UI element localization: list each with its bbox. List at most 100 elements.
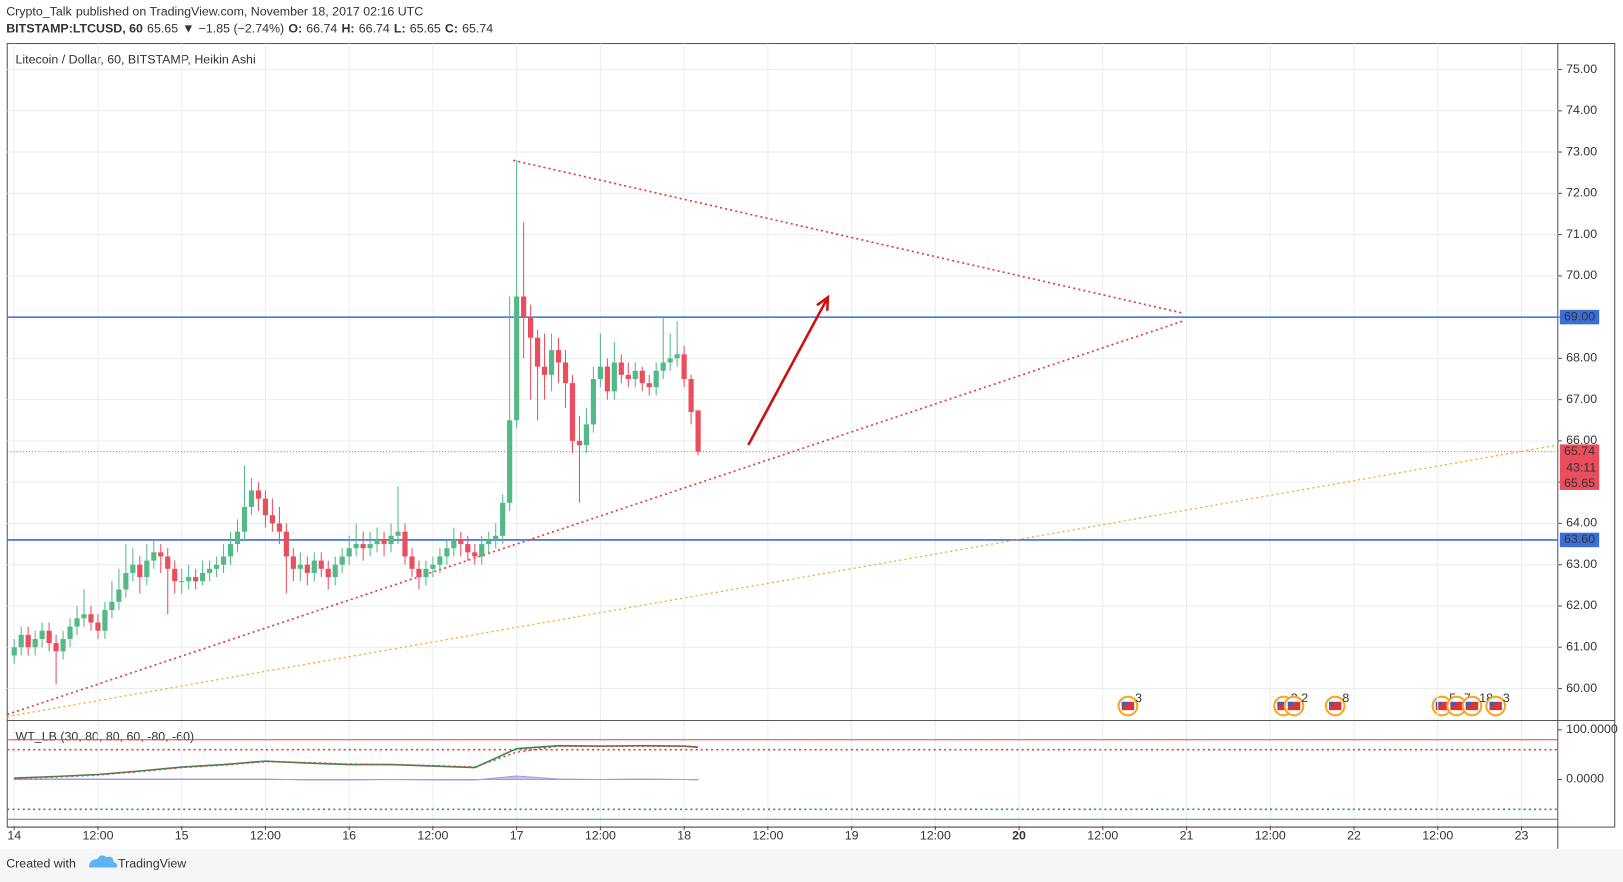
flag-count: 3: [1135, 691, 1142, 705]
candle-body: [186, 577, 192, 582]
candle-body: [290, 556, 296, 569]
x-tick-label: 16: [342, 829, 356, 843]
candle-body: [255, 490, 262, 499]
x-tick-label: 14: [7, 829, 21, 843]
flag-canton: [1465, 701, 1471, 706]
candle-body: [262, 498, 269, 516]
candle-body: [437, 556, 443, 565]
candle-body: [339, 556, 345, 565]
candle-body: [109, 601, 115, 611]
x-tick-label: 15: [175, 829, 189, 843]
candle-body: [179, 581, 185, 583]
x-tick-label: 19: [845, 829, 859, 843]
candle-body: [597, 366, 603, 380]
candle-body: [514, 296, 520, 421]
candle-body: [353, 544, 359, 549]
candle-body: [541, 366, 548, 375]
header-text: 65.65: [147, 21, 178, 35]
candle-body: [381, 539, 387, 545]
candle-body: [60, 638, 66, 652]
flag-count: 2: [1301, 691, 1308, 705]
x-tick-label: 12:00: [417, 829, 448, 843]
header-text: L:: [394, 21, 406, 35]
candle-body: [611, 362, 617, 392]
candle-body: [311, 560, 317, 573]
candle-body: [46, 630, 52, 644]
candle-body: [325, 568, 331, 578]
x-tick-label: 12:00: [1087, 829, 1118, 843]
candle-body: [200, 572, 206, 582]
flag-stripes: [1328, 701, 1342, 711]
candle-body: [144, 560, 150, 578]
candle-body: [521, 296, 527, 318]
header-text: 65.65: [410, 21, 441, 35]
candle-body: [681, 354, 687, 380]
candle-body: [172, 568, 178, 582]
x-tick-label: 21: [1180, 829, 1194, 843]
candle-body: [653, 370, 659, 388]
candle-body: [304, 564, 310, 573]
flag-canton: [1435, 701, 1441, 706]
candle-body: [207, 568, 213, 573]
candle-body: [660, 362, 666, 371]
candle-body: [53, 643, 59, 652]
candle-body: [11, 647, 17, 656]
footer-brand[interactable]: TradingView: [118, 857, 186, 871]
candle-body: [88, 614, 94, 623]
candle-body: [227, 544, 234, 557]
x-tick-label: 12:00: [1255, 829, 1286, 843]
footer-created: Created with: [6, 857, 76, 871]
x-tick-label: 12:00: [1422, 829, 1453, 843]
x-tick-label: 12:00: [920, 829, 951, 843]
candle-body: [409, 556, 415, 569]
candle-body: [318, 560, 324, 569]
y-tick-label: 75.00: [1566, 62, 1597, 76]
candle-body: [395, 531, 401, 536]
candle-body: [137, 564, 143, 578]
candle-body: [95, 622, 101, 631]
candle-body: [165, 556, 171, 569]
y-tick-label: 74.00: [1566, 103, 1597, 117]
x-tick-label: 12:00: [82, 829, 113, 843]
candle-body: [695, 410, 701, 452]
price-label-box: [1559, 444, 1600, 490]
y-tick-label: 68.00: [1566, 351, 1597, 365]
candle-body: [625, 374, 631, 380]
flag-canton: [1287, 701, 1293, 706]
header-text[interactable]: Crypto_Talk: [6, 5, 72, 19]
header-text: published on TradingView.com, November 1…: [76, 5, 423, 19]
candle-body: [248, 490, 255, 507]
y-tick-label: 72.00: [1566, 186, 1597, 200]
header-text: −1.85 (−2.74%): [199, 21, 285, 35]
footer-bar: [0, 848, 1623, 882]
candle-body: [569, 383, 576, 441]
flag-stripes: [1287, 701, 1301, 711]
candle-body: [430, 564, 436, 569]
candle-body: [332, 564, 338, 578]
flag-stripes: [1277, 701, 1290, 711]
y-tick-label: 63.00: [1566, 557, 1597, 571]
candle-body: [590, 379, 596, 425]
indicator-title: WT_LB (30, 80, 80, 60, -80, -60): [16, 729, 195, 743]
chart-title: Litecoin / Dollar, 60, BITSTAMP, Heikin …: [16, 52, 256, 66]
wt2-line: [14, 745, 699, 780]
flag-stripes: [1465, 701, 1479, 711]
y-tick-label: 67.00: [1566, 392, 1597, 406]
candle-body: [500, 502, 506, 536]
candle-body: [220, 556, 227, 565]
candle-body: [423, 568, 429, 578]
candle-body: [346, 548, 352, 557]
candle-body: [555, 350, 562, 363]
price-label: 65.74: [1564, 444, 1595, 458]
candle-body: [688, 379, 694, 413]
x-tick-label: 12:00: [585, 829, 616, 843]
candle-body: [472, 552, 478, 557]
candle-body: [646, 383, 652, 388]
candle-body: [493, 535, 499, 540]
flag-stripes: [1450, 701, 1463, 711]
candle-body: [604, 366, 610, 392]
header-text: 66.74: [306, 21, 337, 35]
trendline: [512, 159, 1183, 314]
header-text: ▼: [182, 21, 194, 35]
candle-body: [548, 350, 555, 375]
